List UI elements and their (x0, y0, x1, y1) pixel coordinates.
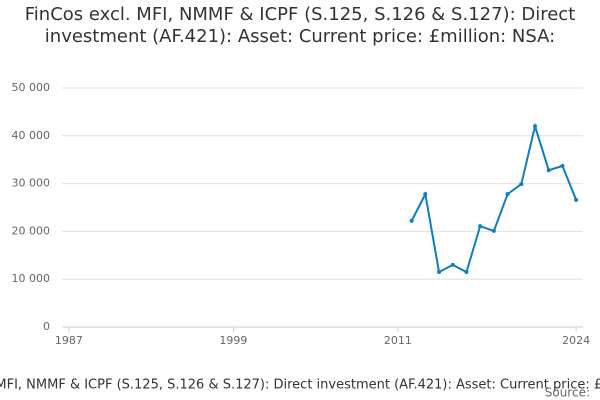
point (533, 124, 538, 129)
chart-title: FinCos excl. MFI, NMMF & ICPF (S.125, S.… (24, 4, 576, 47)
point (423, 192, 428, 197)
x-tick-label: 1987 (55, 334, 83, 347)
y-tick-label: 30 000 (12, 177, 51, 190)
x-tick-label: 2024 (562, 334, 590, 347)
source: Source: (545, 386, 590, 400)
point (546, 168, 551, 173)
point (437, 270, 442, 275)
point (478, 224, 483, 229)
point (464, 270, 469, 275)
y-tick-label: 20 000 (12, 224, 51, 237)
point (450, 262, 455, 267)
y-tick-label: 0 (43, 320, 50, 333)
point (560, 163, 565, 168)
x-axis-label: FinCos excl. MFI, NMMF & ICPF (S.125, S.… (0, 378, 600, 393)
y-tick-label: 40 000 (12, 129, 51, 142)
y-tick-label: 50 000 (12, 81, 51, 94)
x-tick-label: 2011 (384, 334, 412, 347)
point (574, 197, 579, 202)
point (505, 192, 510, 197)
y-tick-label: 10 000 (12, 272, 51, 285)
x-tick-label: 1999 (219, 334, 247, 347)
point (409, 218, 414, 223)
point (519, 182, 524, 187)
line (410, 122, 578, 274)
point (491, 228, 496, 233)
